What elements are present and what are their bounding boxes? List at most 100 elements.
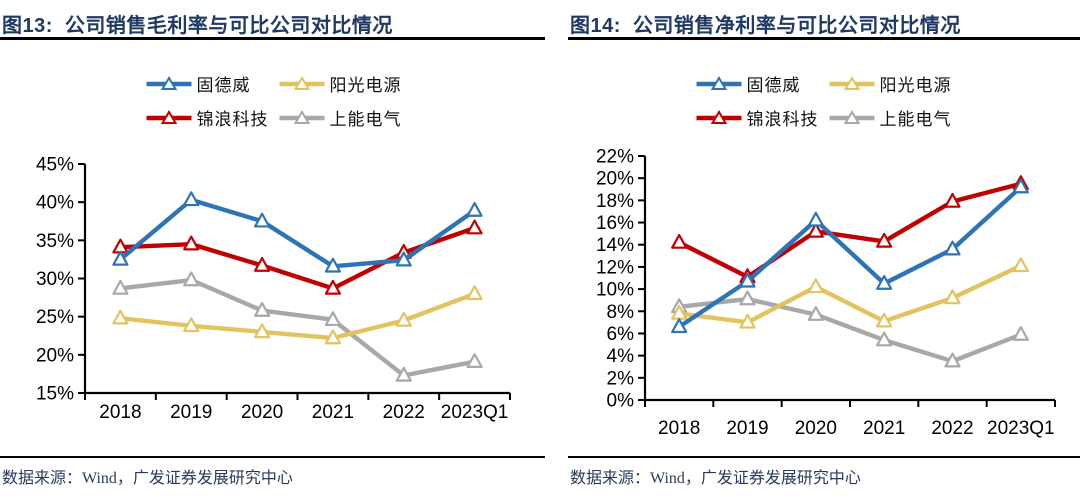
title-divider xyxy=(0,37,545,40)
triangle-marker-icon xyxy=(671,318,688,334)
y-axis-label: 14% xyxy=(596,235,634,256)
triangle-marker-icon xyxy=(324,257,342,273)
x-axis-label: 2018 xyxy=(658,418,700,439)
triangle-marker-icon xyxy=(253,212,271,228)
legend-label: 固德威 xyxy=(196,76,251,95)
legend-line-marker-icon xyxy=(146,109,192,124)
x-axis-label: 2022 xyxy=(931,418,973,439)
triangle-marker-icon xyxy=(944,289,961,305)
triangle-marker-icon xyxy=(807,306,824,321)
triangle-marker-icon xyxy=(183,235,200,251)
triangle-marker-icon xyxy=(395,366,412,382)
series-3 xyxy=(112,271,483,382)
triangle-marker-icon xyxy=(466,219,483,235)
legend-label: 固德威 xyxy=(746,76,801,95)
legend-label: 阳光电源 xyxy=(879,76,952,95)
y-axis-label: 12% xyxy=(596,257,634,278)
triangle-marker-icon xyxy=(112,279,129,295)
legend-line-marker-icon xyxy=(279,75,325,90)
triangle-marker-icon xyxy=(466,285,483,301)
y-axis-label: 45% xyxy=(36,155,74,176)
y-axis-label: 30% xyxy=(36,269,74,290)
triangle-marker-icon xyxy=(739,272,756,288)
triangle-marker-icon xyxy=(1012,325,1029,341)
data-source-note: 数据来源：Wind，广发证券发展研究中心 xyxy=(570,470,861,487)
triangle-marker-icon xyxy=(395,311,412,327)
legend-label: 锦浪科技 xyxy=(196,110,269,129)
series-line xyxy=(118,197,477,269)
figure-title: 图14: 公司销售净利率与可比公司对比情况 xyxy=(570,9,961,38)
series-line xyxy=(676,181,1024,280)
series-line xyxy=(118,291,477,341)
triangle-marker-icon xyxy=(739,290,756,306)
figure-number: 图13: xyxy=(2,15,53,37)
legend-label: 阳光电源 xyxy=(329,76,402,95)
y-axis-label: 20% xyxy=(36,345,74,366)
net-margin-line-chart: 22%20%18%16%14%12%10%8%6%4%2%0% 2018 2019 2… xyxy=(596,147,1056,439)
triangle-marker-icon xyxy=(253,301,271,317)
y-axis-label: 15% xyxy=(36,384,74,405)
series-0 xyxy=(112,191,483,273)
triangle-marker-icon xyxy=(466,353,483,369)
legend-item: 上能电气 xyxy=(829,105,952,130)
data-source-note: 数据来源：Wind，广发证券发展研究中心 xyxy=(2,470,293,487)
x-axis-label: 2019 xyxy=(170,402,212,423)
triangle-marker-icon xyxy=(395,251,412,267)
triangle-marker-icon xyxy=(183,271,200,287)
series-3 xyxy=(671,290,1029,368)
triangle-marker-icon xyxy=(876,312,893,328)
triangle-marker-icon xyxy=(807,222,824,238)
triangle-marker-icon xyxy=(876,232,893,248)
legend-line-marker-icon xyxy=(146,75,192,90)
legend-line-marker-icon xyxy=(696,109,742,124)
x-axis-label: 2020 xyxy=(241,402,283,423)
legend-line-marker-icon xyxy=(696,75,742,90)
series-0 xyxy=(671,178,1029,334)
chart-legend: 固德威 阳光电源 锦浪科技 上能电气 xyxy=(146,71,402,130)
y-axis-label: 16% xyxy=(596,213,634,234)
y-axis-label: 10% xyxy=(596,280,634,301)
triangle-marker-icon xyxy=(876,274,893,290)
y-axis-label: 35% xyxy=(36,231,74,252)
y-axis-label: 6% xyxy=(607,324,635,345)
legend-label: 上能电气 xyxy=(879,110,952,129)
figure-number: 图14: xyxy=(570,15,621,37)
triangle-marker-icon xyxy=(944,240,961,256)
y-axis-label: 22% xyxy=(596,147,634,168)
y-axis-label: 4% xyxy=(607,346,635,367)
triangle-marker-icon xyxy=(253,323,271,339)
y-axis-label: 40% xyxy=(36,193,74,214)
y-axis-label: 20% xyxy=(596,169,634,190)
series-line xyxy=(676,263,1024,325)
figure-title: 图13: 公司销售毛利率与可比公司对比情况 xyxy=(2,9,393,38)
triangle-marker-icon xyxy=(112,309,129,325)
y-axis-label: 2% xyxy=(607,368,635,389)
series-1 xyxy=(112,285,483,345)
x-axis-label: 2021 xyxy=(863,418,905,439)
figure-title-text: 公司销售净利率与可比公司对比情况 xyxy=(632,15,961,37)
triangle-marker-icon xyxy=(253,256,271,272)
x-axis-label: 2023Q1 xyxy=(987,418,1055,439)
triangle-marker-icon xyxy=(1012,257,1029,273)
legend-item: 固德威 xyxy=(146,71,280,96)
figure-title-text: 公司销售毛利率与可比公司对比情况 xyxy=(64,15,393,37)
series-1 xyxy=(671,257,1029,329)
triangle-marker-icon xyxy=(324,311,342,327)
legend-item: 阳光电源 xyxy=(829,71,952,96)
gross-margin-line-chart: 45% 40% 35% 30% 25% 20% 15% 2018 2019 2020 2021 202… xyxy=(36,155,511,423)
panel-net-margin: 图14: 公司销售净利率与可比公司对比情况 固德威 阳光电源锦浪科技 上能电气 22%… xyxy=(568,0,1080,498)
legend-item: 锦浪科技 xyxy=(696,105,830,130)
triangle-marker-icon xyxy=(183,317,200,333)
x-axis-label: 2023Q1 xyxy=(441,402,509,423)
triangle-marker-icon xyxy=(671,233,688,249)
x-axis-label: 2018 xyxy=(99,402,141,423)
triangle-marker-icon xyxy=(183,191,200,207)
legend-item: 固德威 xyxy=(696,71,830,96)
source-divider xyxy=(568,456,1080,458)
x-axis-label: 2019 xyxy=(726,418,768,439)
triangle-marker-icon xyxy=(739,313,756,329)
triangle-marker-icon xyxy=(112,250,129,266)
x-axis-label: 2020 xyxy=(795,418,837,439)
chart-legend: 固德威 阳光电源锦浪科技 上能电气 xyxy=(696,71,952,130)
